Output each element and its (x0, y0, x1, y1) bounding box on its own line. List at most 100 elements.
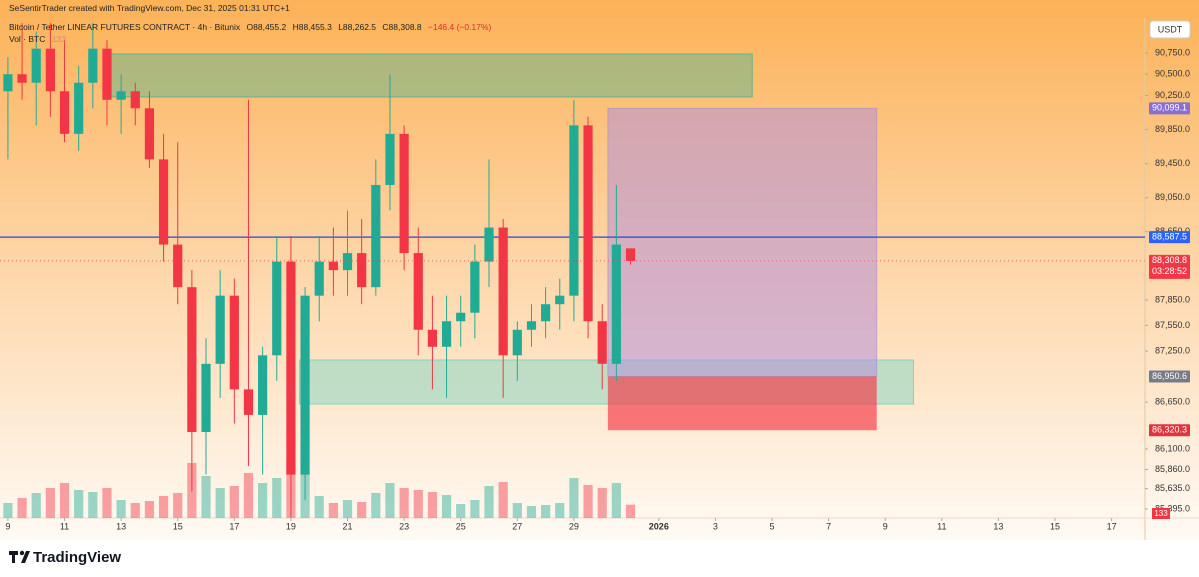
volume-bar (45, 488, 55, 518)
candle-body (399, 133, 409, 254)
position-profit (607, 107, 878, 378)
volume-bar (258, 483, 268, 518)
y-tick-label: 85,860.0 (1155, 464, 1190, 474)
volume-label: 133 (1154, 509, 1168, 518)
zone (107, 53, 753, 98)
candle-body (201, 363, 211, 432)
currency-label: USDT (1158, 24, 1183, 34)
x-tick-label: 11 (60, 521, 69, 531)
currency-button[interactable] (1149, 20, 1191, 39)
y-tick-label: 86,100.0 (1155, 443, 1190, 453)
candle-body (498, 227, 508, 356)
candle-body (300, 295, 310, 475)
volume-bar (555, 503, 565, 518)
y-tick-label: 87,550.0 (1155, 320, 1190, 330)
volume-bar (31, 493, 41, 518)
x-tick-label: 19 (286, 521, 296, 531)
volume-bar (441, 495, 452, 518)
volume-bar (498, 482, 508, 518)
volume-bar (158, 496, 169, 518)
ohlc-close: C88,308.8 (382, 22, 422, 32)
volume-bar (144, 501, 155, 518)
volume-bar (413, 490, 423, 518)
candle-body (611, 244, 621, 364)
candle-body (597, 321, 607, 364)
volume-bar (215, 488, 225, 518)
x-tick-label: 9 (5, 521, 10, 531)
candle-body (328, 261, 338, 271)
price-label: 88,308.8 (1152, 255, 1187, 265)
x-tick-label: 2026 (649, 521, 669, 531)
price-label: 86,950.6 (1152, 371, 1187, 381)
x-tick-label: 29 (569, 521, 579, 531)
x-tick-label: 3 (713, 521, 718, 531)
candle-body (512, 329, 522, 356)
volume-bar (625, 504, 636, 518)
candle-body (555, 295, 565, 305)
volume-bar (541, 505, 551, 518)
candle-body (144, 108, 155, 160)
price-label-bg (1149, 424, 1190, 437)
x-tick-label: 13 (993, 521, 1003, 531)
volume-bar (88, 492, 98, 518)
countdown: 03:28:52 (1152, 266, 1187, 276)
candle-body (470, 261, 480, 313)
candle-body (286, 261, 296, 475)
candle-body (3, 74, 13, 92)
volume-bar (470, 500, 480, 518)
y-tick-label: 90,250.0 (1155, 90, 1190, 100)
volume-bar (569, 478, 579, 518)
candle-body (484, 227, 494, 262)
x-tick-label: 5 (770, 521, 775, 531)
candle-body (243, 389, 254, 415)
candle-body (441, 321, 452, 347)
x-tick-label: 21 (343, 521, 353, 531)
volume-bar (102, 488, 112, 518)
candle-body (456, 312, 466, 322)
candle-body (215, 295, 225, 364)
y-tick-label: 87,850.0 (1155, 294, 1190, 304)
price-label-bg (1149, 102, 1190, 115)
candle-body (314, 261, 324, 296)
symbol: Bitcoin / Tether LINEAR FUTURES CONTRACT… (9, 22, 241, 32)
candle-body (102, 48, 112, 100)
candle-body (526, 321, 537, 330)
volume-bar (512, 503, 522, 518)
y-tick-label: 85,395.0 (1155, 503, 1190, 513)
candle-body (45, 48, 55, 92)
brand-logo (9, 550, 30, 563)
volume-bar (357, 502, 367, 518)
volume-bar (611, 483, 621, 518)
candle-body (541, 304, 551, 322)
brand-name: TradingView (33, 549, 121, 566)
y-tick-label: 89,050.0 (1155, 192, 1190, 202)
volume-bar (201, 476, 211, 518)
footer-bar (0, 540, 1199, 577)
price-label-bg (1149, 254, 1190, 279)
volume-bar (116, 500, 126, 518)
candle-body (371, 184, 381, 288)
candle-body (74, 82, 84, 134)
volume-bar (130, 503, 140, 518)
candle-body (385, 133, 395, 185)
volume-bar (74, 490, 84, 518)
volume-bar (272, 478, 282, 518)
credit: SeSentirTrader created with TradingView.… (9, 3, 290, 13)
candle-body (88, 48, 98, 83)
x-tick-label: 17 (1107, 521, 1117, 531)
volume-value: 133 (51, 34, 66, 44)
x-tick-label: 27 (512, 521, 522, 531)
y-tick-label: 90,750.0 (1155, 47, 1190, 57)
ohlc-low: L88,262.5 (338, 22, 377, 32)
symbol-legend: Bitcoin / Tether LINEAR FUTURES CONTRACT… (9, 22, 495, 32)
candle-body (173, 244, 183, 288)
candle-body (569, 125, 579, 296)
y-tick-label: 89,450.0 (1155, 158, 1190, 168)
volume-bar (229, 486, 239, 518)
price-label-bg (1149, 231, 1190, 244)
x-tick-label: 25 (456, 521, 466, 531)
volume-bar (583, 485, 593, 518)
candle-body (413, 253, 423, 330)
